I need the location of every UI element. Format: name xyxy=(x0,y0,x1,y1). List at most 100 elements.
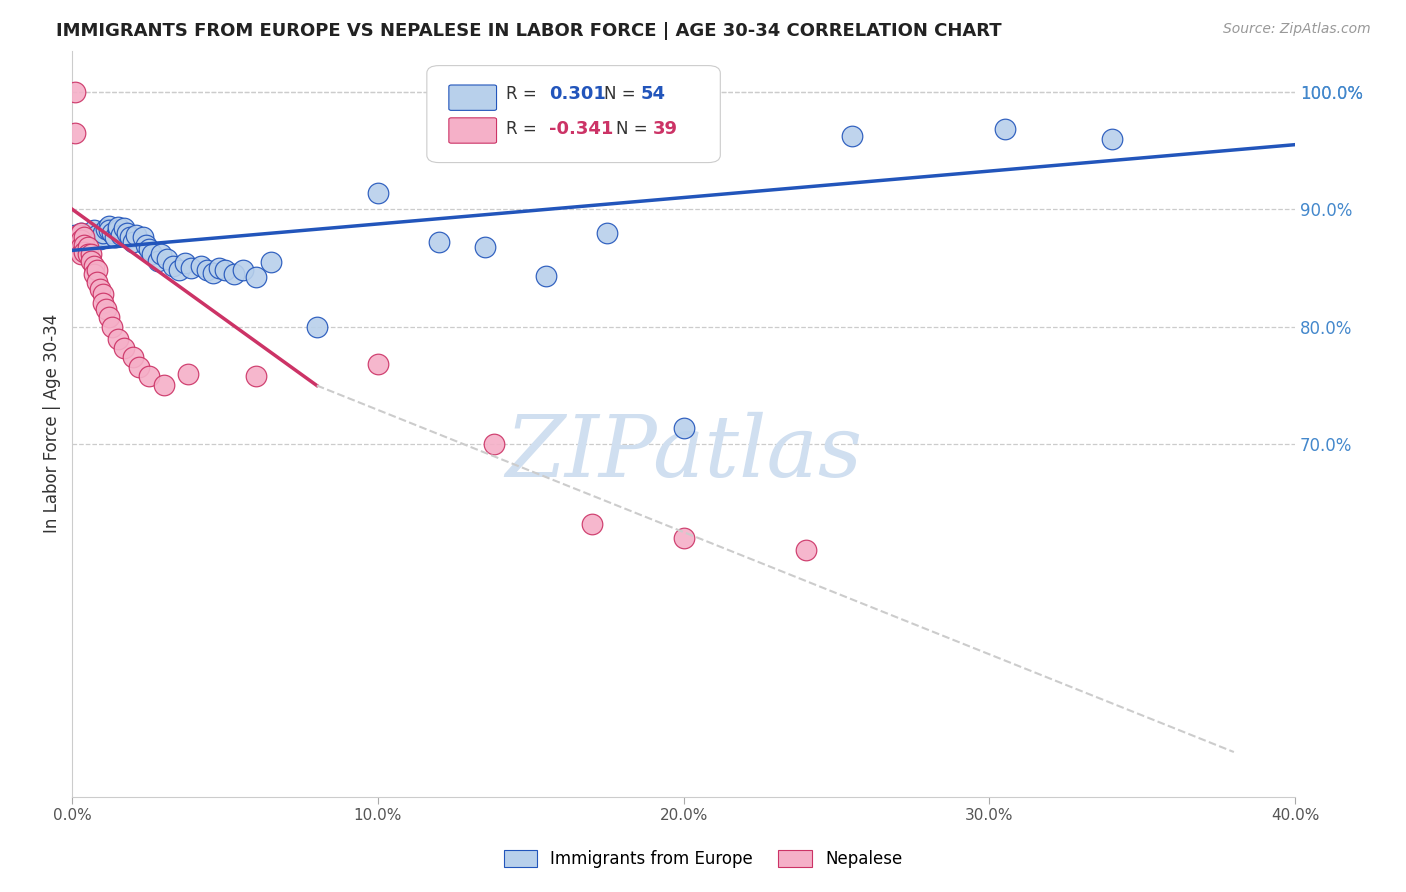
Point xyxy=(201,266,224,280)
Point xyxy=(135,237,157,252)
Point xyxy=(167,263,190,277)
Point xyxy=(245,369,267,384)
Point xyxy=(91,296,114,310)
Point xyxy=(146,254,169,268)
Point xyxy=(120,230,142,244)
Point xyxy=(596,226,619,240)
Text: R =: R = xyxy=(506,120,543,138)
Point xyxy=(107,219,129,234)
Point xyxy=(107,331,129,345)
Point xyxy=(76,230,98,244)
Point xyxy=(83,230,105,244)
Point xyxy=(672,421,695,435)
Point xyxy=(97,219,120,233)
Point xyxy=(97,310,120,325)
Point xyxy=(190,259,212,273)
Point xyxy=(195,263,218,277)
Point xyxy=(112,341,135,355)
Point xyxy=(70,247,93,261)
Point xyxy=(149,247,172,261)
Point xyxy=(73,237,96,252)
Point xyxy=(156,252,179,266)
Point xyxy=(153,378,176,392)
Point xyxy=(125,228,148,243)
Point xyxy=(994,122,1017,136)
Point xyxy=(482,437,505,451)
Point xyxy=(672,531,695,545)
Y-axis label: In Labor Force | Age 30-34: In Labor Force | Age 30-34 xyxy=(44,314,60,533)
Point xyxy=(70,226,93,240)
Point xyxy=(89,282,111,296)
Point xyxy=(76,247,98,261)
Point xyxy=(138,242,160,256)
Point xyxy=(224,267,246,281)
Point xyxy=(474,240,496,254)
Point xyxy=(65,85,87,99)
Point xyxy=(138,369,160,384)
Point xyxy=(76,240,98,254)
Point xyxy=(70,240,93,254)
Point xyxy=(208,260,231,275)
Point xyxy=(73,228,96,243)
Point xyxy=(67,233,90,247)
Point xyxy=(177,367,200,381)
Point xyxy=(122,351,145,365)
Point xyxy=(117,226,139,240)
Point xyxy=(260,255,283,269)
Point xyxy=(305,319,328,334)
FancyBboxPatch shape xyxy=(449,85,496,111)
Point xyxy=(70,233,93,247)
Point xyxy=(110,228,132,243)
Point xyxy=(107,223,129,237)
Point xyxy=(534,269,557,284)
Point xyxy=(367,186,389,200)
Text: 39: 39 xyxy=(652,120,678,138)
FancyBboxPatch shape xyxy=(427,66,720,162)
Point xyxy=(79,254,101,268)
Point xyxy=(91,286,114,301)
Point xyxy=(581,517,603,532)
Point xyxy=(141,247,163,261)
Point xyxy=(112,221,135,235)
Point xyxy=(214,263,236,277)
Point xyxy=(128,359,150,374)
Point xyxy=(83,259,105,273)
Point xyxy=(180,260,202,275)
Point xyxy=(367,357,389,371)
Point xyxy=(841,129,863,144)
Point xyxy=(101,319,124,334)
Text: N =: N = xyxy=(605,85,641,103)
Point xyxy=(97,223,120,237)
Point xyxy=(70,226,93,240)
Point xyxy=(86,263,108,277)
Point xyxy=(94,302,117,317)
Point xyxy=(65,126,87,140)
Point xyxy=(67,228,90,243)
Text: IMMIGRANTS FROM EUROPE VS NEPALESE IN LABOR FORCE | AGE 30-34 CORRELATION CHART: IMMIGRANTS FROM EUROPE VS NEPALESE IN LA… xyxy=(56,22,1002,40)
Point xyxy=(83,223,105,237)
Point xyxy=(86,275,108,289)
Legend: Immigrants from Europe, Nepalese: Immigrants from Europe, Nepalese xyxy=(498,843,908,875)
Text: -0.341: -0.341 xyxy=(550,120,613,138)
Text: 54: 54 xyxy=(641,85,666,103)
Point xyxy=(122,235,145,249)
Point xyxy=(427,235,450,249)
Point xyxy=(794,543,817,558)
Point xyxy=(174,256,197,270)
FancyBboxPatch shape xyxy=(449,118,496,144)
Point xyxy=(232,263,254,277)
Point xyxy=(83,267,105,281)
Point xyxy=(162,259,184,273)
Point xyxy=(245,270,267,285)
Point xyxy=(79,235,101,249)
Text: N =: N = xyxy=(616,120,654,138)
Point xyxy=(86,228,108,243)
Point xyxy=(104,230,127,244)
Text: R =: R = xyxy=(506,85,543,103)
Point xyxy=(131,230,153,244)
Text: ZIPatlas: ZIPatlas xyxy=(505,412,862,495)
Point xyxy=(73,244,96,259)
Point xyxy=(73,230,96,244)
Point xyxy=(89,232,111,246)
Point xyxy=(94,222,117,236)
